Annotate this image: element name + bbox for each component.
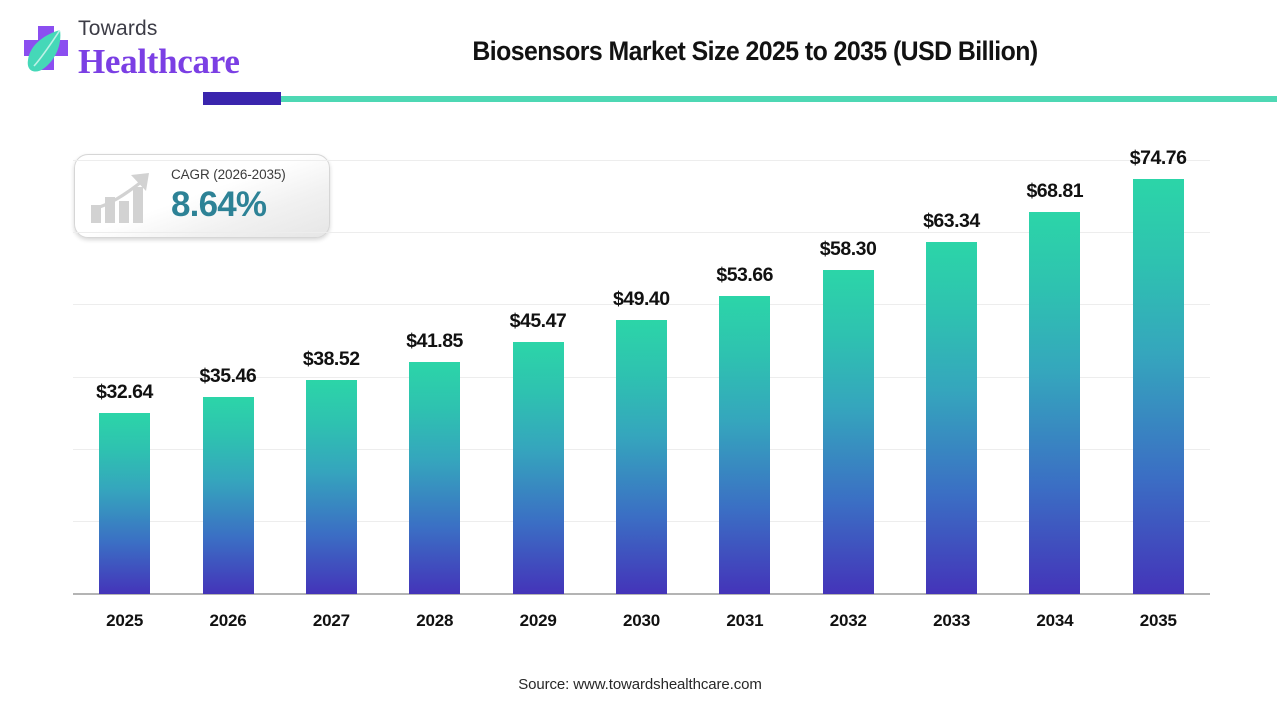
bar-slot — [797, 160, 900, 594]
bar-value-label: $41.85 — [406, 329, 463, 352]
x-axis-tick-label: 2034 — [1036, 611, 1074, 630]
bar-value-label: $74.76 — [1129, 146, 1187, 169]
bar[interactable] — [926, 242, 978, 594]
x-axis-tick-label: 2035 — [1139, 611, 1177, 630]
x-axis-tick-label: 2031 — [726, 611, 764, 630]
gridline — [73, 232, 1210, 234]
brand-wordmark-line2: Healthcare — [78, 42, 240, 81]
bar[interactable] — [202, 397, 254, 594]
x-axis-tick-label: 2025 — [106, 611, 144, 630]
bar-slot — [1107, 160, 1210, 594]
x-axis-tick-label: 2028 — [416, 611, 454, 630]
bar-value-label: $53.66 — [716, 264, 773, 287]
cagr-badge: CAGR (2026-2035) 8.64% — [74, 154, 330, 238]
bar-value-label: $35.46 — [199, 365, 257, 388]
x-axis-tick-label: 2030 — [622, 611, 660, 630]
brand-logo[interactable]: Towards Healthcare — [16, 16, 246, 88]
bar-slot — [176, 160, 279, 594]
bar-value-label: $32.64 — [96, 380, 153, 403]
bar-slot — [1003, 160, 1106, 594]
page-title: Biosensors Market Size 2025 to 2035 (USD… — [472, 36, 1038, 66]
x-axis-tick-label: 2026 — [209, 611, 247, 630]
bar-value-label: $68.81 — [1026, 180, 1084, 203]
bar[interactable] — [1132, 179, 1184, 594]
bar[interactable] — [615, 319, 667, 594]
bar-value-label: $38.52 — [302, 348, 360, 371]
source-note: Source: www.towardshealthcare.com — [518, 676, 762, 693]
cagr-label: CAGR (2026-2035) — [171, 167, 286, 182]
bar-value-label: $63.34 — [923, 210, 980, 233]
bar[interactable] — [1029, 212, 1081, 594]
x-axis-tick-label: 2029 — [519, 611, 557, 630]
bar-value-label: $49.40 — [612, 287, 670, 310]
bar[interactable] — [305, 380, 357, 594]
x-axis-tick-label: 2032 — [829, 611, 867, 630]
gridline — [73, 160, 1210, 161]
medical-cross-leaf-logo-icon — [16, 22, 76, 84]
cagr-text-block: CAGR (2026-2035) 8.64% — [171, 167, 321, 226]
bar-slot — [383, 160, 486, 594]
bar-slot — [280, 160, 383, 594]
bar[interactable] — [822, 270, 874, 594]
bar-slot — [590, 160, 693, 594]
bar[interactable] — [99, 412, 151, 594]
bar-value-label: $58.30 — [819, 238, 877, 261]
bar-value-label: $45.47 — [509, 309, 567, 332]
bar-slot — [486, 160, 589, 594]
x-axis-line — [73, 593, 1210, 595]
cagr-value: 8.64% — [171, 185, 267, 224]
bar-slot — [693, 160, 796, 594]
gridline — [73, 304, 1210, 306]
x-axis-tick-label: 2033 — [933, 611, 971, 630]
header-rule-purple — [203, 92, 281, 105]
bar[interactable] — [409, 361, 461, 594]
bar-slot — [900, 160, 1003, 594]
brand-wordmark-line1: Towards — [78, 17, 158, 40]
header: Towards Healthcare Biosensors Market Siz… — [0, 0, 1280, 105]
brand-wordmark: Towards Healthcare — [78, 16, 248, 86]
bar-chart-growth-icon — [89, 169, 167, 225]
bar[interactable] — [719, 296, 771, 594]
header-rule-teal — [203, 96, 1277, 102]
bar[interactable] — [512, 341, 564, 594]
bar-slot — [73, 160, 176, 594]
x-axis-tick-label: 2027 — [312, 611, 350, 630]
